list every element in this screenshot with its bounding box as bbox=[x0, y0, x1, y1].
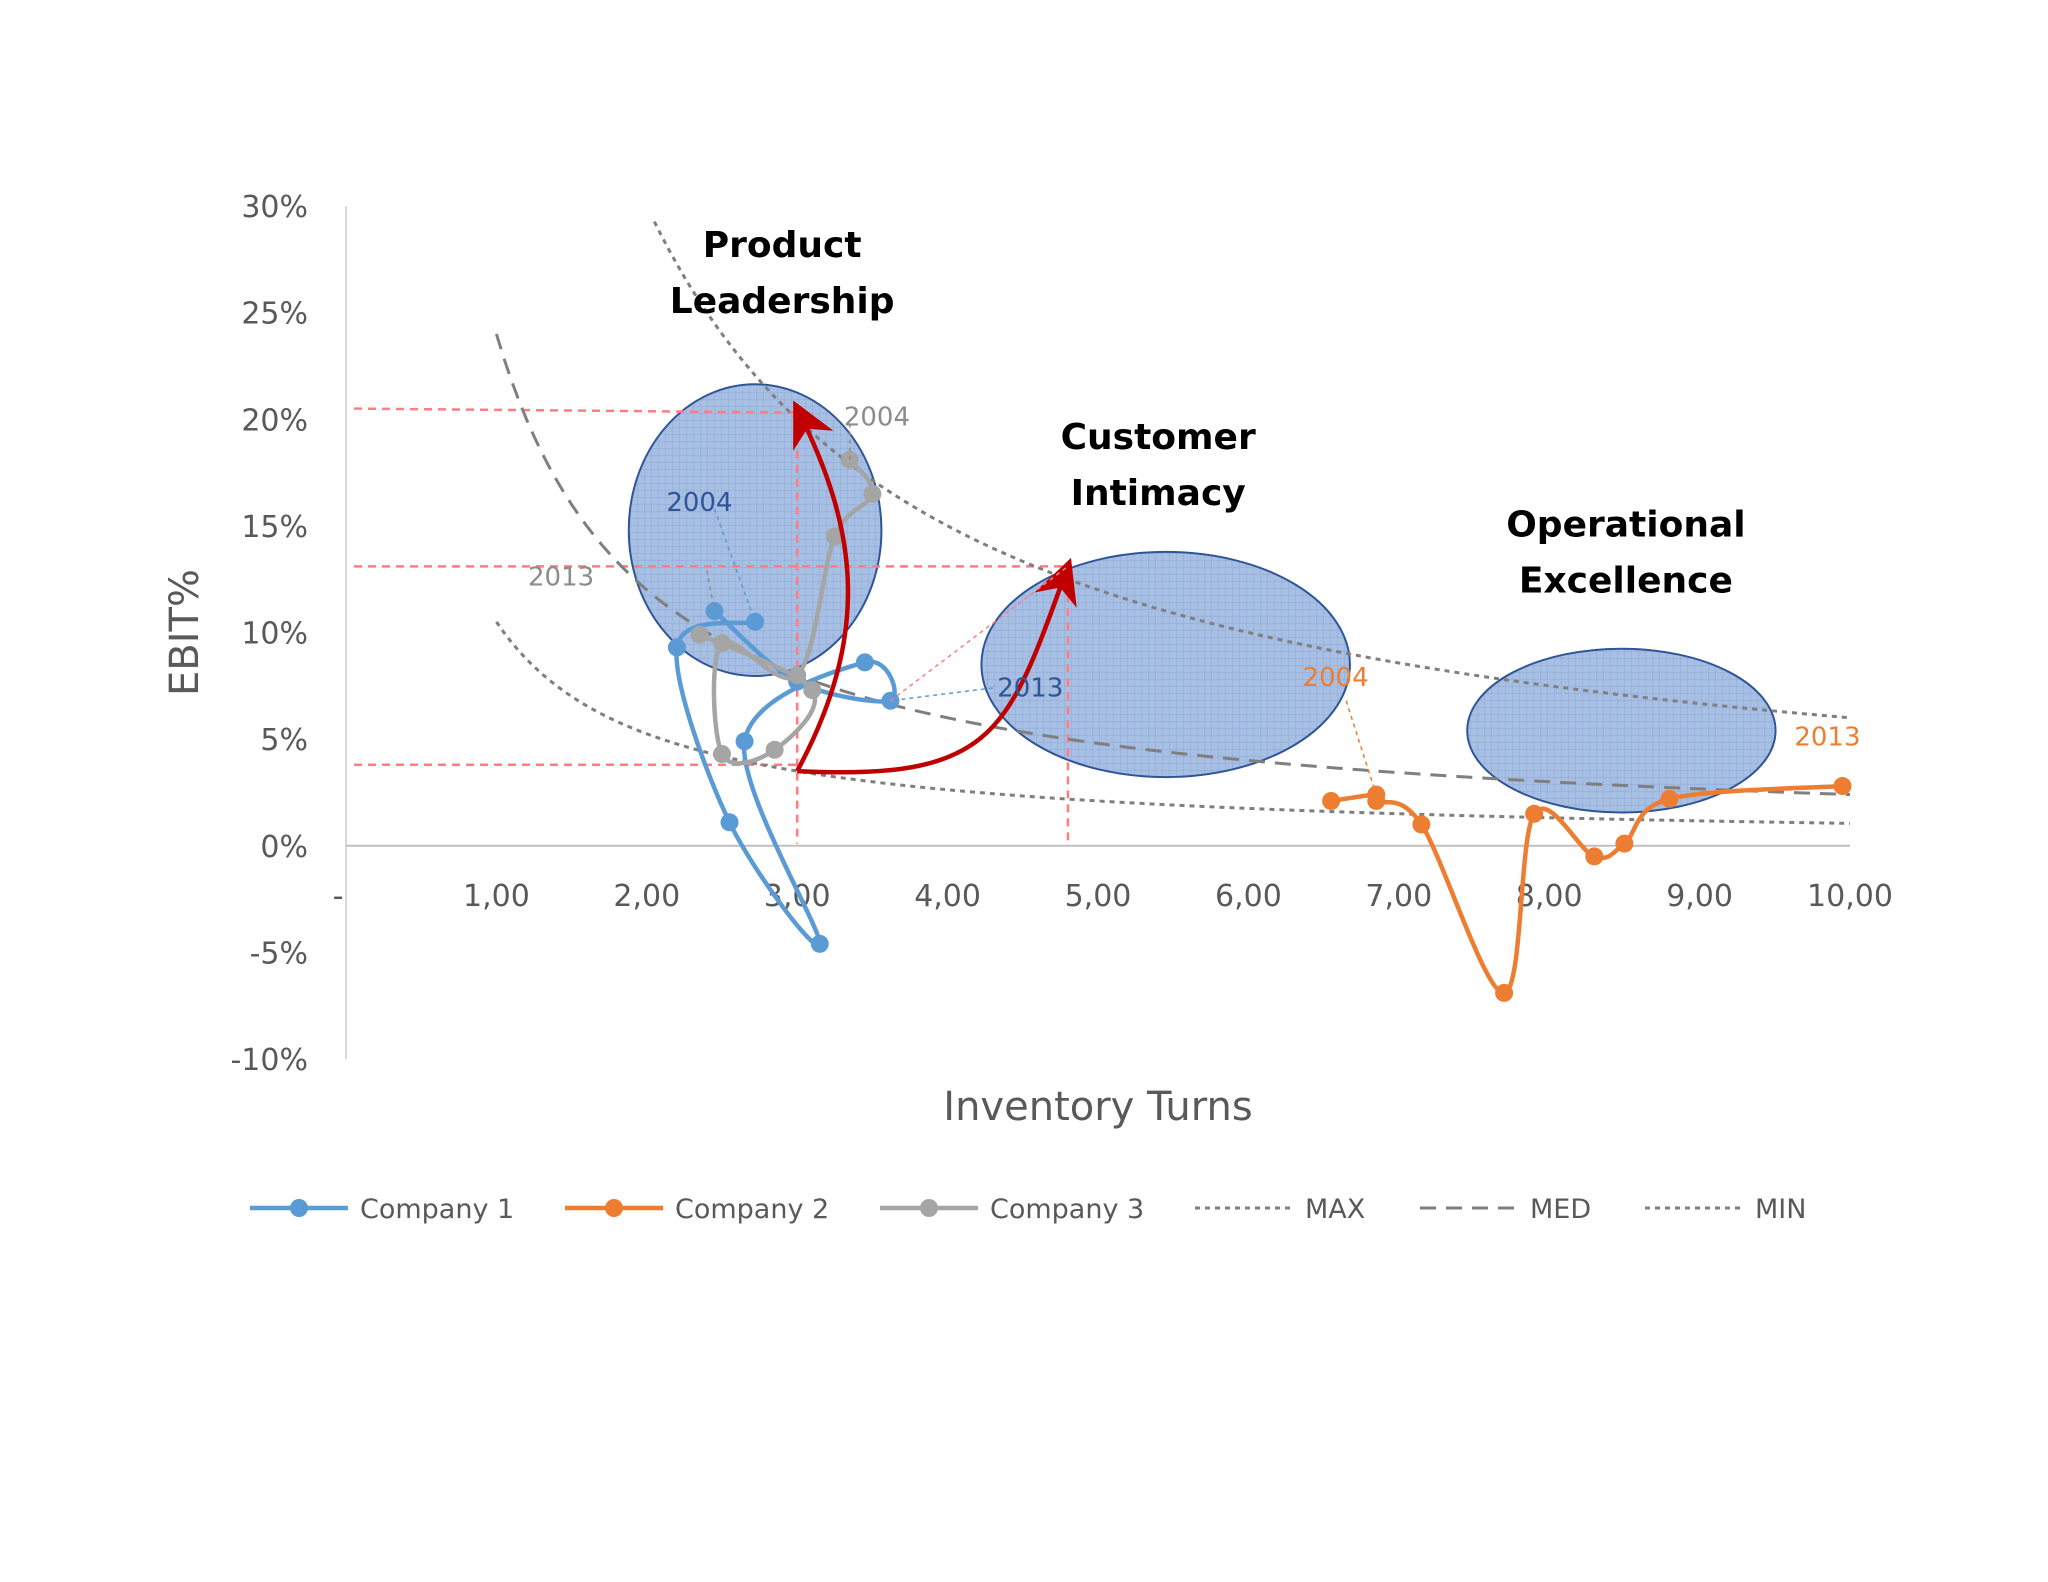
x-tick-label: 2,00 bbox=[613, 879, 680, 914]
curve-min bbox=[495, 620, 1851, 825]
region-title-line: Intimacy bbox=[1071, 473, 1246, 514]
strategy-arrow-1 bbox=[793, 400, 851, 773]
data-point bbox=[840, 450, 859, 469]
reference-ebit-line bbox=[353, 407, 798, 414]
legend-label: Company 1 bbox=[360, 1194, 514, 1225]
y-tick-label: 0% bbox=[260, 830, 308, 865]
data-point bbox=[810, 934, 829, 953]
legend: Company 1 Company 2 Company 3 MAX MED MIN bbox=[250, 1194, 1806, 1225]
data-point bbox=[1615, 834, 1634, 853]
year-label: 2004 bbox=[1303, 663, 1369, 693]
data-point bbox=[1322, 791, 1341, 810]
x-tick-label: 5,00 bbox=[1065, 879, 1132, 914]
region-title-line: Operational bbox=[1506, 505, 1745, 546]
year-label: 2004 bbox=[666, 488, 732, 518]
label-connector bbox=[889, 565, 1069, 702]
year-label: 2013 bbox=[1794, 723, 1860, 753]
region-title-line: Excellence bbox=[1519, 561, 1733, 602]
data-point bbox=[1660, 789, 1679, 808]
legend-item: Company 1 bbox=[250, 1194, 514, 1225]
data-point bbox=[690, 625, 709, 644]
legend-item: MIN bbox=[1645, 1194, 1806, 1225]
data-point bbox=[720, 813, 739, 832]
legend-swatch-marker bbox=[290, 1199, 308, 1217]
data-point bbox=[713, 634, 731, 653]
legend-label: MED bbox=[1530, 1194, 1591, 1225]
data-point bbox=[1367, 791, 1386, 810]
data-point bbox=[765, 740, 784, 759]
region-title: Customer Intimacy bbox=[1061, 417, 1256, 514]
x-tick-label: 10,00 bbox=[1807, 879, 1893, 914]
x-tick-label: 8,00 bbox=[1516, 879, 1583, 914]
x-tick-label: 4,00 bbox=[914, 879, 981, 914]
legend-label: MIN bbox=[1755, 1194, 1806, 1225]
strategy-arrow-2 bbox=[797, 557, 1077, 775]
y-tick-label: 5% bbox=[260, 723, 308, 758]
x-tick-label: 6,00 bbox=[1215, 879, 1282, 914]
label-connector bbox=[706, 570, 716, 612]
legend-item: Company 2 bbox=[565, 1194, 829, 1225]
data-point bbox=[1833, 777, 1852, 796]
arrows-layer bbox=[793, 400, 1077, 775]
x-tick-label: 7,00 bbox=[1365, 879, 1432, 914]
data-point bbox=[788, 666, 807, 685]
x-tick-label: 9,00 bbox=[1666, 879, 1733, 914]
data-point bbox=[667, 638, 686, 657]
region-title-line: Product bbox=[703, 225, 862, 266]
data-point bbox=[735, 732, 754, 751]
region-title-line: Leadership bbox=[670, 281, 895, 322]
y-tick-label: 20% bbox=[241, 403, 308, 438]
region-title-line: Customer bbox=[1061, 417, 1256, 458]
y-tick-label: 10% bbox=[241, 617, 308, 652]
legend-label: MAX bbox=[1305, 1194, 1365, 1225]
y-axis-title: EBIT% bbox=[162, 569, 208, 696]
y-tick-label: 25% bbox=[241, 297, 308, 332]
data-point bbox=[1525, 804, 1544, 823]
legend-item: Company 3 bbox=[880, 1194, 1144, 1225]
strategy-region-3 bbox=[1466, 647, 1777, 814]
data-point bbox=[803, 681, 822, 700]
legend-label: Company 2 bbox=[675, 1194, 829, 1225]
data-point bbox=[1495, 983, 1514, 1002]
labels-layer: Product Leadership Customer Intimacy Operati… bbox=[528, 225, 1861, 795]
curve-max bbox=[652, 220, 1851, 720]
data-point bbox=[1412, 815, 1431, 834]
axes-layer: 30%25%20%15%10%5%0%-5%-10%- 1,00 2,00 3,00 4… bbox=[162, 190, 1893, 1130]
label-connector bbox=[890, 687, 993, 702]
year-label: 2013 bbox=[997, 673, 1063, 703]
y-tick-label: 15% bbox=[241, 510, 308, 545]
series-line-company-1 bbox=[674, 608, 897, 948]
data-point bbox=[863, 484, 882, 503]
data-point bbox=[825, 527, 844, 546]
data-point bbox=[855, 653, 874, 672]
series-layer bbox=[667, 450, 1852, 1002]
label-connector bbox=[1345, 700, 1377, 795]
legend-swatch-marker bbox=[920, 1199, 938, 1217]
reference-lines-layer bbox=[353, 407, 1070, 844]
region-title: Operational Excellence bbox=[1506, 505, 1745, 602]
x-axis-title: Inventory Turns bbox=[943, 1084, 1252, 1130]
x-tick-label: 1,00 bbox=[463, 879, 530, 914]
region-title: Product Leadership bbox=[670, 225, 895, 322]
legend-label: Company 3 bbox=[990, 1194, 1144, 1225]
y-tick-label: -10% bbox=[230, 1043, 308, 1078]
legend-item: MAX bbox=[1195, 1194, 1365, 1225]
year-label: 2004 bbox=[844, 403, 910, 433]
x-tick-label: - bbox=[333, 879, 344, 914]
data-point bbox=[1585, 847, 1604, 866]
y-tick-label: -5% bbox=[250, 936, 308, 971]
data-point bbox=[713, 745, 731, 764]
legend-swatch-marker bbox=[605, 1199, 623, 1217]
year-label: 2013 bbox=[528, 563, 594, 593]
strategy-region-2 bbox=[980, 550, 1351, 779]
legend-item: MED bbox=[1420, 1194, 1591, 1225]
y-tick-label: 30% bbox=[241, 190, 308, 225]
